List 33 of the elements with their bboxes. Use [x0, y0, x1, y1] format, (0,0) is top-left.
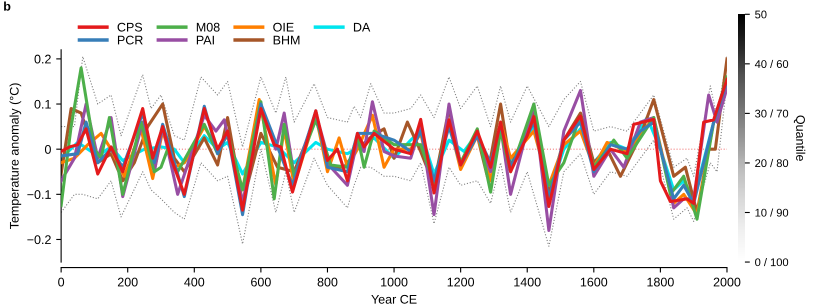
y-tick-label: −0.1 — [27, 190, 51, 199]
y-tick-label: 0 — [44, 144, 51, 154]
legend-label: DA — [354, 22, 370, 32]
color-bar-label: 30 / 70 — [755, 109, 788, 118]
legend-label: PCR — [118, 36, 143, 45]
x-tick-label: 600 — [251, 278, 271, 287]
x-tick-label: 0 — [58, 278, 64, 287]
y-axis-title: Temperature anomaly (°C) — [10, 83, 22, 230]
color-bar-title: Quantile — [794, 115, 806, 161]
color-bar-label: 50 — [755, 10, 767, 18]
legend-label: PAI — [196, 36, 214, 44]
legend-label: M08 — [196, 22, 220, 32]
y-tick-label: −0.2 — [27, 235, 51, 244]
x-tick-label: 2000 — [714, 278, 740, 287]
x-tick-label: 1000 — [381, 278, 408, 287]
legend-label: OIE — [273, 22, 294, 32]
x-tick-label: 1200 — [448, 278, 474, 287]
legend-label: BHM — [274, 36, 300, 44]
x-tick-label: 800 — [318, 278, 338, 287]
x-tick-label: 1800 — [647, 278, 674, 287]
text: b — [4, 2, 10, 11]
x-tick-label: 400 — [184, 278, 204, 287]
color-bar-label: 40 / 60 — [754, 60, 788, 68]
y-tick-label: 0.2 — [34, 54, 51, 64]
legend-label: CPS — [118, 22, 142, 32]
x-tick-label: 1400 — [514, 278, 541, 287]
x-axis-title: Year CE — [371, 294, 417, 304]
x-tick-label: 200 — [118, 278, 138, 287]
y-tick-label: 0.1 — [34, 100, 51, 109]
color-bar-label: 10 / 90 — [755, 208, 788, 217]
color-bar-label: 20 / 80 — [755, 158, 788, 168]
x-tick-label: 1600 — [580, 278, 608, 287]
color-bar-label: 0 / 100 — [755, 258, 788, 266]
